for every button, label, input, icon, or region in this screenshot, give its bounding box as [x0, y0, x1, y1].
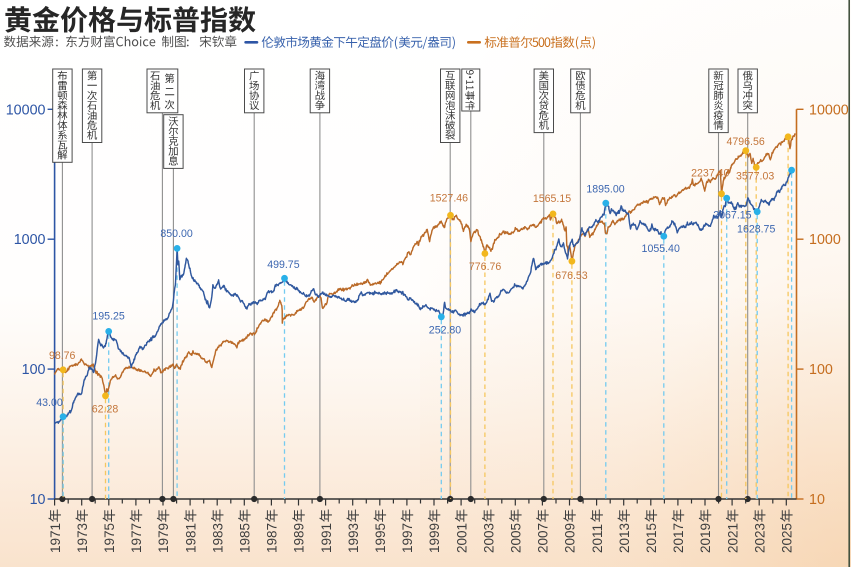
- svg-text:1989: 1989: [292, 523, 307, 553]
- svg-text:10: 10: [30, 492, 46, 508]
- svg-text:1000: 1000: [14, 232, 46, 248]
- svg-text:776.76: 776.76: [469, 261, 502, 273]
- svg-text:1977: 1977: [129, 523, 144, 553]
- svg-text:2007: 2007: [536, 523, 551, 553]
- svg-text:4796.56: 4796.56: [726, 136, 764, 148]
- svg-text:1991: 1991: [319, 523, 334, 553]
- svg-text:2023: 2023: [752, 523, 767, 553]
- svg-text:499.75: 499.75: [267, 259, 300, 271]
- svg-text:3577.03: 3577.03: [736, 170, 774, 182]
- svg-text:1628.75: 1628.75: [737, 224, 775, 236]
- svg-text:1000: 1000: [809, 232, 841, 248]
- svg-text:1997: 1997: [400, 523, 415, 553]
- svg-text:2015: 2015: [644, 523, 659, 553]
- svg-text:2003: 2003: [481, 523, 496, 553]
- svg-text:195.25: 195.25: [92, 311, 125, 323]
- svg-text:1995: 1995: [373, 523, 388, 553]
- svg-text:62.28: 62.28: [92, 404, 119, 416]
- svg-text:2011: 2011: [590, 524, 605, 553]
- svg-text:1993: 1993: [346, 523, 361, 553]
- svg-text:98.76: 98.76: [49, 350, 76, 362]
- svg-text:1971: 1971: [48, 523, 63, 553]
- svg-text:10000: 10000: [6, 102, 46, 118]
- svg-text:1973: 1973: [75, 523, 90, 553]
- svg-text:43.00: 43.00: [36, 397, 63, 409]
- svg-text:2009: 2009: [563, 523, 578, 553]
- svg-text:2001: 2001: [454, 523, 469, 553]
- svg-text:1527.46: 1527.46: [430, 192, 468, 204]
- svg-text:1055.40: 1055.40: [642, 243, 680, 255]
- svg-text:1985: 1985: [238, 523, 253, 553]
- svg-text:100: 100: [809, 362, 833, 378]
- svg-text:1895.00: 1895.00: [586, 184, 624, 196]
- svg-text:2017: 2017: [671, 523, 686, 553]
- svg-text:2013: 2013: [617, 523, 632, 553]
- svg-text:1979: 1979: [156, 523, 171, 553]
- svg-text:2021: 2021: [725, 523, 740, 553]
- svg-text:2237.40: 2237.40: [691, 168, 729, 180]
- svg-text:10: 10: [809, 492, 825, 508]
- svg-text:10000: 10000: [809, 102, 849, 118]
- svg-text:100: 100: [22, 362, 46, 378]
- svg-text:1999: 1999: [427, 523, 442, 553]
- svg-text:252.80: 252.80: [429, 325, 462, 337]
- svg-text:1565.15: 1565.15: [533, 193, 571, 205]
- svg-text:1975: 1975: [102, 523, 117, 553]
- svg-text:2019: 2019: [698, 523, 713, 553]
- svg-text:2025: 2025: [780, 523, 795, 553]
- svg-text:2067.15: 2067.15: [713, 210, 751, 222]
- svg-text:850.00: 850.00: [160, 228, 193, 240]
- svg-text:1987: 1987: [265, 523, 280, 553]
- svg-text:1981: 1981: [183, 523, 198, 553]
- svg-text:676.53: 676.53: [555, 270, 588, 282]
- svg-text:1983: 1983: [210, 523, 225, 553]
- svg-text:2005: 2005: [509, 523, 524, 553]
